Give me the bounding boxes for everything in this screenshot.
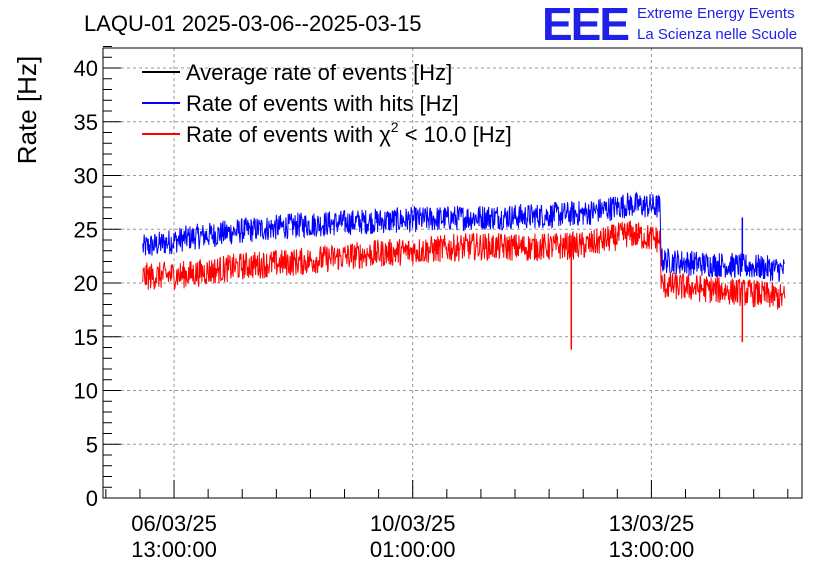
grid <box>103 48 802 498</box>
eee-logo-line1: Extreme Energy Events <box>637 5 795 22</box>
chart-title: LAQU-01 2025-03-06--2025-03-15 <box>84 11 422 36</box>
x-tick-label-time: 13:00:00 <box>609 537 695 562</box>
x-tick-label-date: 13/03/25 <box>609 511 695 536</box>
eee-logo-mark: EEE <box>542 0 628 50</box>
legend-label-average: Average rate of events [Hz] <box>186 60 452 85</box>
plot-frame <box>102 47 803 499</box>
y-axis-label: Rate [Hz] <box>12 56 42 164</box>
y-tick-label: 0 <box>86 486 98 511</box>
y-tick-label: 20 <box>74 271 98 296</box>
series-line-hits <box>142 191 786 282</box>
x-tick-label-date: 06/03/25 <box>131 511 217 536</box>
y-tick-label: 10 <box>74 379 98 404</box>
y-tick-label: 30 <box>74 164 98 189</box>
y-tick-label: 40 <box>74 56 98 81</box>
series-layer <box>142 191 786 350</box>
eee-logo: EEE Extreme Energy Events La Scienza nel… <box>542 0 797 50</box>
axes: 051015202530354006/03/2513:00:0010/03/25… <box>74 46 789 562</box>
y-tick-label: 15 <box>74 325 98 350</box>
y-tick-label: 25 <box>74 217 98 242</box>
y-tick-label: 5 <box>86 432 98 457</box>
legend-label-chi2: Rate of events with χ2 < 10.0 [Hz] <box>186 119 512 147</box>
legend-label-hits: Rate of events with hits [Hz] <box>186 91 459 116</box>
series-line-chi2 <box>142 220 786 310</box>
x-tick-label-date: 10/03/25 <box>370 511 456 536</box>
x-tick-label-time: 01:00:00 <box>370 537 456 562</box>
legend: Average rate of events [Hz] Rate of even… <box>142 60 512 147</box>
y-tick-label: 35 <box>74 110 98 135</box>
eee-logo-line2: La Scienza nelle Scuole <box>637 26 797 43</box>
x-tick-label-time: 13:00:00 <box>131 537 217 562</box>
